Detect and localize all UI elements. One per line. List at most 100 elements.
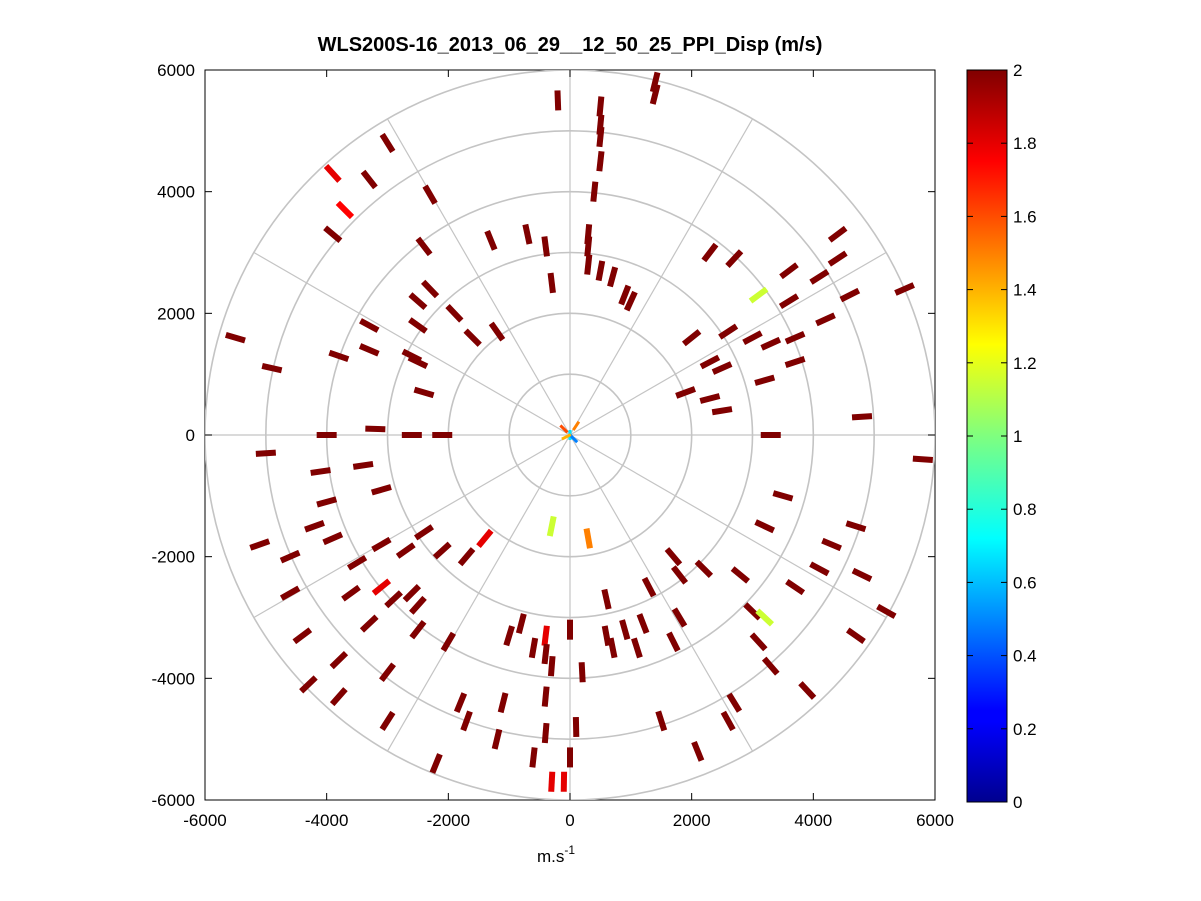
data-point-47 bbox=[699, 393, 721, 404]
data-point-19 bbox=[584, 236, 593, 257]
data-point-146 bbox=[529, 747, 538, 768]
data-point-54 bbox=[408, 317, 428, 334]
data-point-138 bbox=[720, 710, 736, 732]
data-point-48 bbox=[711, 406, 733, 416]
data-point-104 bbox=[528, 637, 539, 659]
data-point-44 bbox=[711, 361, 733, 375]
data-point-27 bbox=[725, 249, 744, 268]
data-point-80 bbox=[395, 542, 416, 559]
data-point-112 bbox=[619, 619, 631, 641]
data-point-65 bbox=[413, 386, 435, 399]
data-point-74 bbox=[316, 496, 338, 508]
data-point-30 bbox=[827, 250, 848, 267]
data-point-140 bbox=[655, 710, 668, 732]
data-point-76 bbox=[249, 538, 271, 551]
data-point-8 bbox=[379, 132, 396, 154]
data-point-96 bbox=[329, 650, 349, 670]
polar-grid bbox=[205, 70, 935, 800]
x-tick-label-3: 0 bbox=[565, 811, 574, 830]
data-point-79 bbox=[371, 536, 392, 553]
data-point-97 bbox=[379, 662, 396, 683]
data-point-100 bbox=[453, 692, 468, 714]
data-point-154 bbox=[572, 420, 581, 431]
colorbar-tick-label-4: 1.2 bbox=[1013, 354, 1037, 373]
y-tick-label-6: -6000 bbox=[152, 791, 195, 810]
data-point-135 bbox=[846, 627, 866, 644]
data-point-137 bbox=[798, 681, 817, 700]
data-point-16 bbox=[522, 223, 533, 245]
data-point-20 bbox=[584, 254, 593, 275]
data-point-82 bbox=[432, 541, 452, 560]
data-point-88 bbox=[384, 590, 403, 609]
y-tick-label-2: 2000 bbox=[157, 304, 195, 323]
colorbar-tick-label-3: 1.4 bbox=[1013, 281, 1037, 300]
data-point-39 bbox=[742, 330, 763, 346]
x-tick-label-2: -2000 bbox=[427, 811, 470, 830]
data-point-23 bbox=[547, 272, 556, 294]
data-point-31 bbox=[827, 225, 848, 243]
data-point-11 bbox=[323, 225, 343, 243]
data-point-17 bbox=[541, 236, 550, 257]
data-point-49 bbox=[675, 386, 697, 399]
data-point-132 bbox=[772, 490, 794, 502]
data-point-118 bbox=[601, 588, 612, 610]
colorbar-tick-label-1: 1.8 bbox=[1013, 134, 1037, 153]
data-point-98 bbox=[299, 675, 318, 694]
data-point-36 bbox=[815, 312, 836, 327]
x-tick-labels: -6000 -4000 -2000 0 2000 4000 6000 bbox=[183, 811, 954, 830]
data-point-105 bbox=[541, 625, 550, 647]
y-tick-label-0: 6000 bbox=[157, 61, 195, 80]
data-point-70 bbox=[255, 449, 276, 457]
data-point-129 bbox=[821, 537, 842, 552]
data-point-151 bbox=[379, 710, 396, 731]
data-point-89 bbox=[402, 583, 422, 603]
data-point-125 bbox=[755, 608, 775, 627]
data-point-55 bbox=[445, 304, 464, 323]
data-point-51 bbox=[912, 455, 934, 464]
data-point-14 bbox=[415, 236, 433, 257]
data-point-57 bbox=[488, 321, 506, 342]
data-point-59 bbox=[407, 354, 429, 370]
data-point-56 bbox=[463, 328, 482, 347]
data-point-123 bbox=[730, 566, 750, 584]
data-point-1 bbox=[596, 96, 605, 117]
colorbar-tick-label-10: 0 bbox=[1013, 793, 1022, 812]
data-point-72 bbox=[370, 484, 392, 496]
data-point-134 bbox=[876, 603, 897, 619]
data-point-148 bbox=[548, 771, 556, 792]
data-point-40 bbox=[760, 336, 782, 351]
data-point-145 bbox=[429, 753, 443, 774]
data-point-124 bbox=[743, 602, 762, 621]
data-point-7 bbox=[590, 181, 599, 202]
data-point-109 bbox=[578, 662, 586, 683]
data-point-130 bbox=[845, 520, 867, 533]
data-point-84 bbox=[476, 528, 494, 549]
data-point-107 bbox=[547, 655, 556, 677]
data-point-153 bbox=[583, 528, 593, 549]
y-tick-label-5: -4000 bbox=[152, 669, 195, 688]
grid-spoke-4 bbox=[386, 118, 571, 436]
data-point-102 bbox=[503, 625, 515, 647]
data-point-45 bbox=[754, 374, 776, 386]
data-point-95 bbox=[292, 627, 313, 645]
colorbar-tick-label-7: 0.6 bbox=[1013, 573, 1037, 592]
data-point-117 bbox=[666, 631, 681, 653]
data-point-113 bbox=[636, 613, 650, 634]
data-point-133 bbox=[851, 567, 873, 582]
data-point-111 bbox=[601, 625, 612, 647]
data-point-121 bbox=[664, 547, 683, 567]
data-point-122 bbox=[694, 559, 714, 579]
data-point-24 bbox=[618, 284, 632, 306]
data-point-155 bbox=[559, 424, 569, 434]
x-tick-label-5: 4000 bbox=[794, 811, 832, 830]
grid-spoke-1 bbox=[569, 251, 887, 436]
data-point-94 bbox=[279, 585, 301, 601]
data-point-60 bbox=[359, 318, 380, 333]
data-point-78 bbox=[322, 531, 344, 546]
data-point-106 bbox=[541, 643, 550, 665]
grid-spoke-7 bbox=[253, 434, 571, 619]
data-point-81 bbox=[414, 524, 434, 541]
colorbar-tick-label-0: 2 bbox=[1013, 61, 1022, 80]
data-point-101 bbox=[460, 710, 473, 732]
